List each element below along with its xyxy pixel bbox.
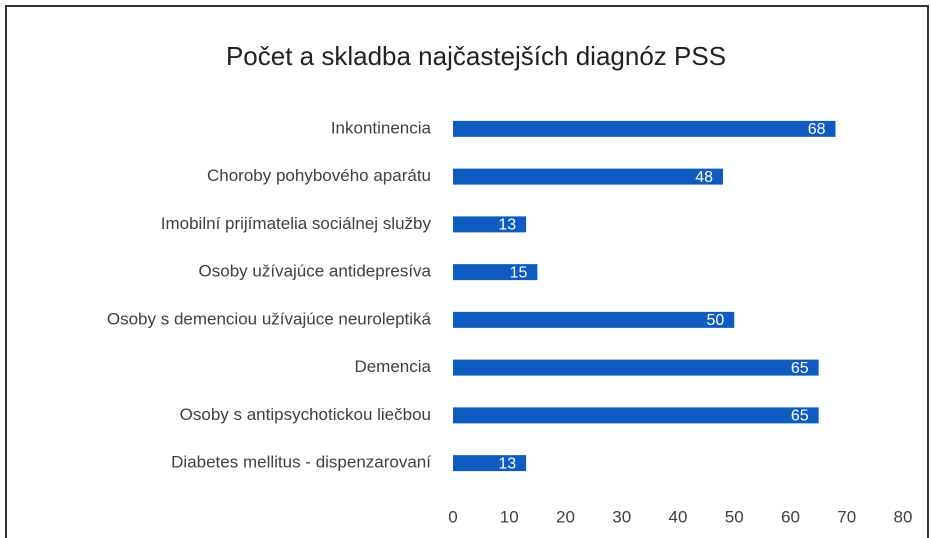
y-tick-label: Demencia xyxy=(354,357,431,376)
bar xyxy=(453,216,527,233)
bar xyxy=(453,264,538,281)
y-tick-label: Osoby s demenciou užívajúce neuroleptiká xyxy=(107,309,432,328)
data-label: 50 xyxy=(706,312,724,329)
chart-title: Počet a skladba najčastejších diagnóz PS… xyxy=(226,41,726,71)
x-tick-label: 0 xyxy=(448,507,457,526)
x-tick-label: 70 xyxy=(837,507,856,526)
y-tick-label: Osoby užívajúce antidepresíva xyxy=(199,262,432,281)
data-label: 13 xyxy=(498,217,516,234)
data-label: 68 xyxy=(808,121,826,138)
x-tick-label: 60 xyxy=(781,507,800,526)
data-label: 48 xyxy=(695,169,713,186)
bar xyxy=(453,311,735,328)
y-tick-label: Diabetes mellitus - dispenzarovaní xyxy=(171,453,431,472)
data-label: 65 xyxy=(791,360,809,377)
bar xyxy=(453,407,819,424)
x-tick-label: 10 xyxy=(500,507,519,526)
y-tick-label: Osoby s antipsychotickou liečbou xyxy=(180,405,431,424)
x-tick-label: 80 xyxy=(894,507,913,526)
bar xyxy=(453,359,819,376)
data-label: 13 xyxy=(498,455,516,472)
bar xyxy=(453,120,836,137)
x-tick-label: 30 xyxy=(612,507,631,526)
data-label: 15 xyxy=(510,264,528,281)
x-tick-label: 20 xyxy=(556,507,575,526)
y-tick-label: Inkontinencia xyxy=(331,118,432,137)
bar xyxy=(453,168,723,185)
bar xyxy=(453,455,527,472)
y-tick-label: Choroby pohybového aparátu xyxy=(207,166,431,185)
data-label: 65 xyxy=(791,408,809,425)
x-tick-label: 50 xyxy=(725,507,744,526)
x-tick-label: 40 xyxy=(669,507,688,526)
y-tick-label: Imobilní prijímatelia sociálnej služby xyxy=(161,214,432,233)
